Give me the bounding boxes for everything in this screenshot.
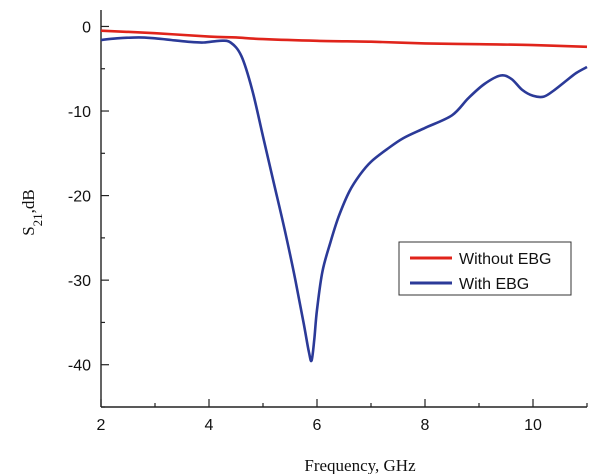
y-tick-label: -40 [68,358,91,375]
x-tick-label: 10 [524,417,542,434]
series-line-without-ebg [100,29,588,49]
x-tick-label: 2 [97,417,106,434]
x-axis-title: Frequency, GHz [304,456,416,474]
plot-area: 2 4 6 8 10 0 -10 -20 -30 -40 [68,10,588,434]
x-tick-label: 8 [421,417,430,434]
legend: Without EBG With EBG [398,241,572,296]
legend-box [398,241,572,296]
legend-label-without-ebg: Without EBG [459,251,551,268]
axis-ticks: 2 4 6 8 10 0 -10 -20 -30 -40 [68,19,588,434]
x-tick-label: 4 [205,417,214,434]
legend-label-with-ebg: With EBG [459,276,529,293]
y-tick-label: -20 [68,189,91,206]
y-tick-label: -30 [68,273,91,290]
y-tick-label: 0 [82,19,91,36]
y-axis-title: S21,dB [19,189,45,236]
series-lines [100,29,588,363]
series-line-with-ebg [100,36,588,363]
y-tick-label: -10 [68,104,91,121]
x-tick-label: 6 [313,417,322,434]
